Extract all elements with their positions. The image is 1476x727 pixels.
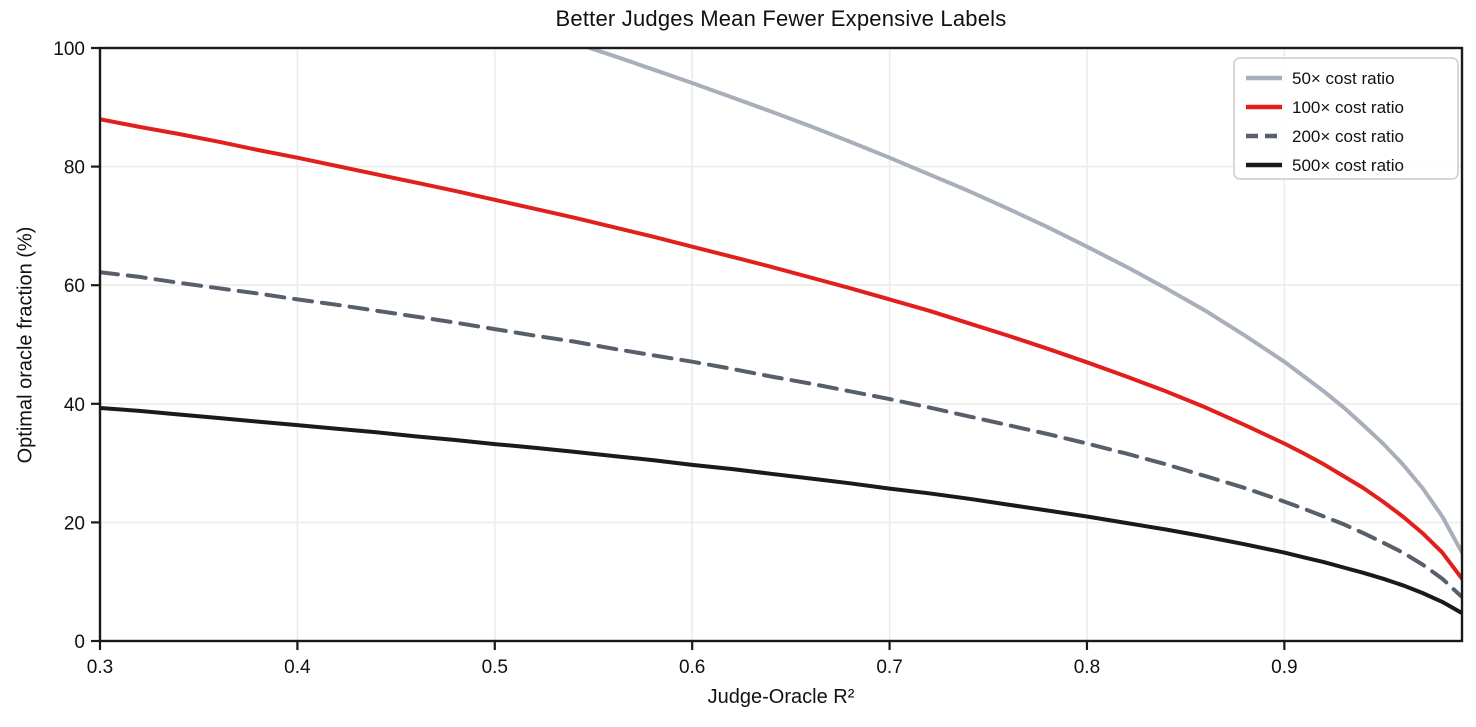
x-tick-label: 0.9 <box>1271 657 1297 678</box>
series-line-2 <box>100 117 1462 581</box>
series-line-1 <box>587 48 1462 555</box>
tick-labels: 0.3 0.4 0.5 0.6 0.7 0.8 0.9 0 20 40 60 80 100 <box>53 39 1297 678</box>
chart-title: Better Judges Mean Fewer Expensive Label… <box>555 6 1007 31</box>
series-line-3 <box>100 270 1462 600</box>
y-tick-label: 100 <box>53 39 85 60</box>
legend-label: 100× cost ratio <box>1292 98 1404 117</box>
legend: 50× cost ratio 100× cost ratio 200× cost r… <box>1233 57 1459 180</box>
y-tick-label: 0 <box>74 632 85 653</box>
y-axis-label: Optimal oracle fraction (%) <box>14 226 37 464</box>
legend-label: 50× cost ratio <box>1292 69 1395 88</box>
x-tick-label: 0.5 <box>482 657 508 678</box>
y-tick-label: 60 <box>64 276 85 297</box>
x-tick-label: 0.3 <box>87 657 113 678</box>
x-tick-label: 0.8 <box>1074 657 1100 678</box>
y-tick-label: 80 <box>64 158 85 179</box>
legend-label: 200× cost ratio <box>1292 127 1404 146</box>
x-tick-label: 0.6 <box>679 657 705 678</box>
series-line-4 <box>100 406 1462 616</box>
legend-box <box>1233 57 1459 180</box>
series-group <box>100 48 1462 616</box>
y-tick-label: 20 <box>64 513 85 534</box>
tick-marks <box>91 46 1286 650</box>
x-axis-label: Judge-Oracle R² <box>707 686 855 708</box>
plot-frame <box>98 46 1464 643</box>
y-tick-label: 40 <box>64 395 85 416</box>
x-tick-label: 0.4 <box>284 657 311 678</box>
legend-label: 500× cost ratio <box>1292 156 1404 175</box>
x-tick-label: 0.7 <box>876 657 902 678</box>
